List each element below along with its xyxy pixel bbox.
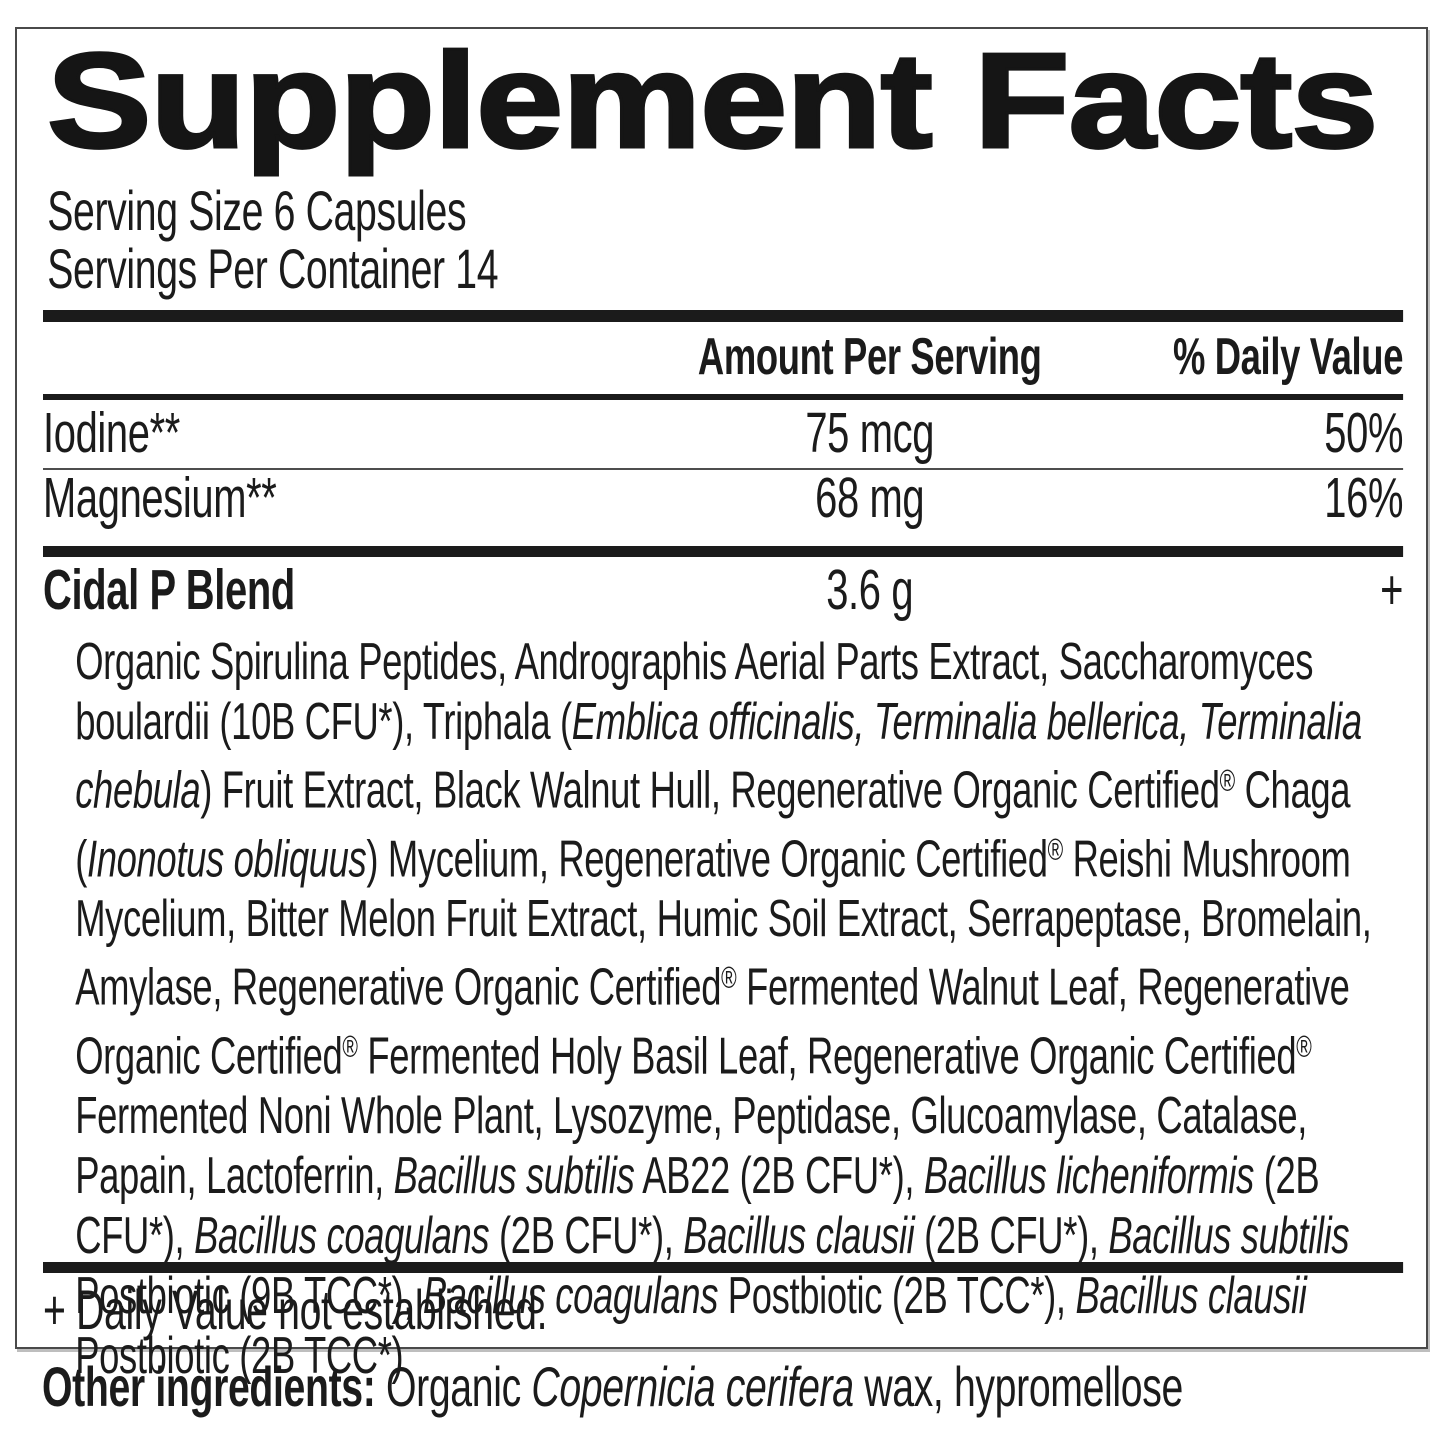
divider-thick-top [43,310,1404,322]
label-title: Supplement Facts [45,25,1380,176]
servings-per-container: Servings Per Container 14 [47,237,499,300]
other-ingredients: Other ingredients: Organic Copernicia ce… [42,1355,1183,1418]
column-header-daily-value: % Daily Value [1172,328,1404,386]
nutrient-amount: 68 mg [815,466,925,530]
nutrient-daily-value: 16% [1324,466,1404,530]
divider-thin-row [43,468,1404,470]
blend-amount: 3.6 g [826,558,914,622]
daily-value-footnote: + Daily Value not established. [43,1278,548,1341]
nutrient-daily-value: 50% [1324,401,1404,465]
blend-ingredients-paragraph: Organic Spirulina Peptides, Andrographis… [75,633,1372,1386]
serving-size: Serving Size 6 Capsules [47,179,467,242]
label-content: Serving Size 6 Capsules Servings Per Con… [43,29,1404,1385]
blend-daily-value: + [1380,558,1404,622]
blend-name: Cidal P Blend [43,558,295,622]
nutrient-name: Magnesium** [43,466,277,530]
divider-below-header [43,394,1404,400]
divider-thick-bottom [43,1262,1404,1273]
divider-thick-blend [43,546,1404,557]
label-border-box: Supplement Facts Serving Size 6 Capsules… [15,25,1428,1385]
column-header-amount-per-serving: Amount Per Serving [697,328,1042,386]
nutrient-amount: 75 mcg [805,401,935,465]
nutrient-name: Iodine** [43,401,180,465]
